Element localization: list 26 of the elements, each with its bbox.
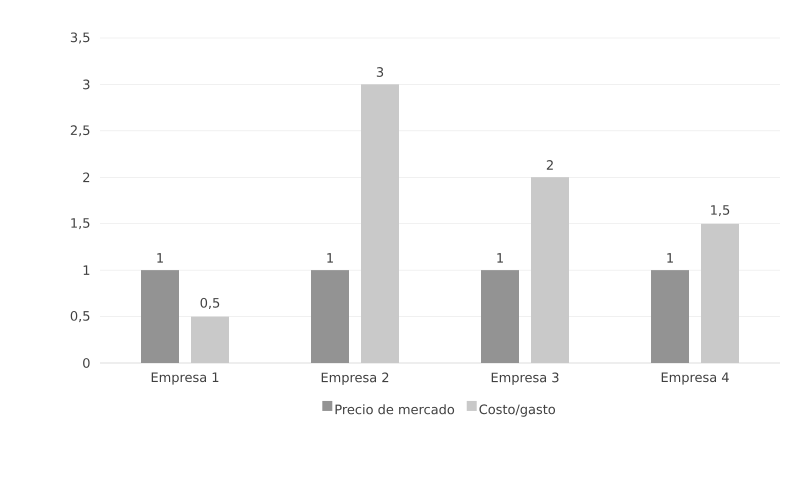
y-tick-label: 1: [84, 265, 90, 275]
y-tick-label: 2,5: [70, 125, 90, 136]
legend-label: Costo/gasto: [479, 404, 556, 417]
bar: [141, 270, 179, 363]
data-label: 1: [667, 253, 673, 263]
legend-label: Precio de mercado: [336, 404, 454, 414]
data-label: 1: [497, 253, 503, 263]
x-tick-label: Empresa 1: [152, 372, 218, 385]
y-tick-label: 1,5: [71, 218, 90, 230]
y-tick-label: 3: [83, 80, 90, 90]
data-label: 1: [157, 253, 163, 263]
y-tick-label: 2: [83, 172, 90, 182]
bar: [651, 270, 690, 363]
data-label: 2: [546, 160, 553, 170]
data-label: 1,5: [711, 205, 730, 216]
x-tick-label: Empresa 3: [492, 372, 558, 385]
data-label: 3: [376, 67, 384, 77]
x-tick-label: Empresa 2: [322, 372, 388, 385]
x-tick-label: Empresa 4: [662, 372, 729, 385]
y-tick-label: 3,5: [70, 32, 90, 44]
data-label: 1: [327, 253, 333, 263]
data-label: 0,5: [200, 298, 220, 310]
bar: [481, 270, 520, 363]
y-tick-label: 0: [83, 358, 90, 368]
y-tick-label: 0,5: [70, 311, 90, 322]
bar: [311, 270, 350, 363]
